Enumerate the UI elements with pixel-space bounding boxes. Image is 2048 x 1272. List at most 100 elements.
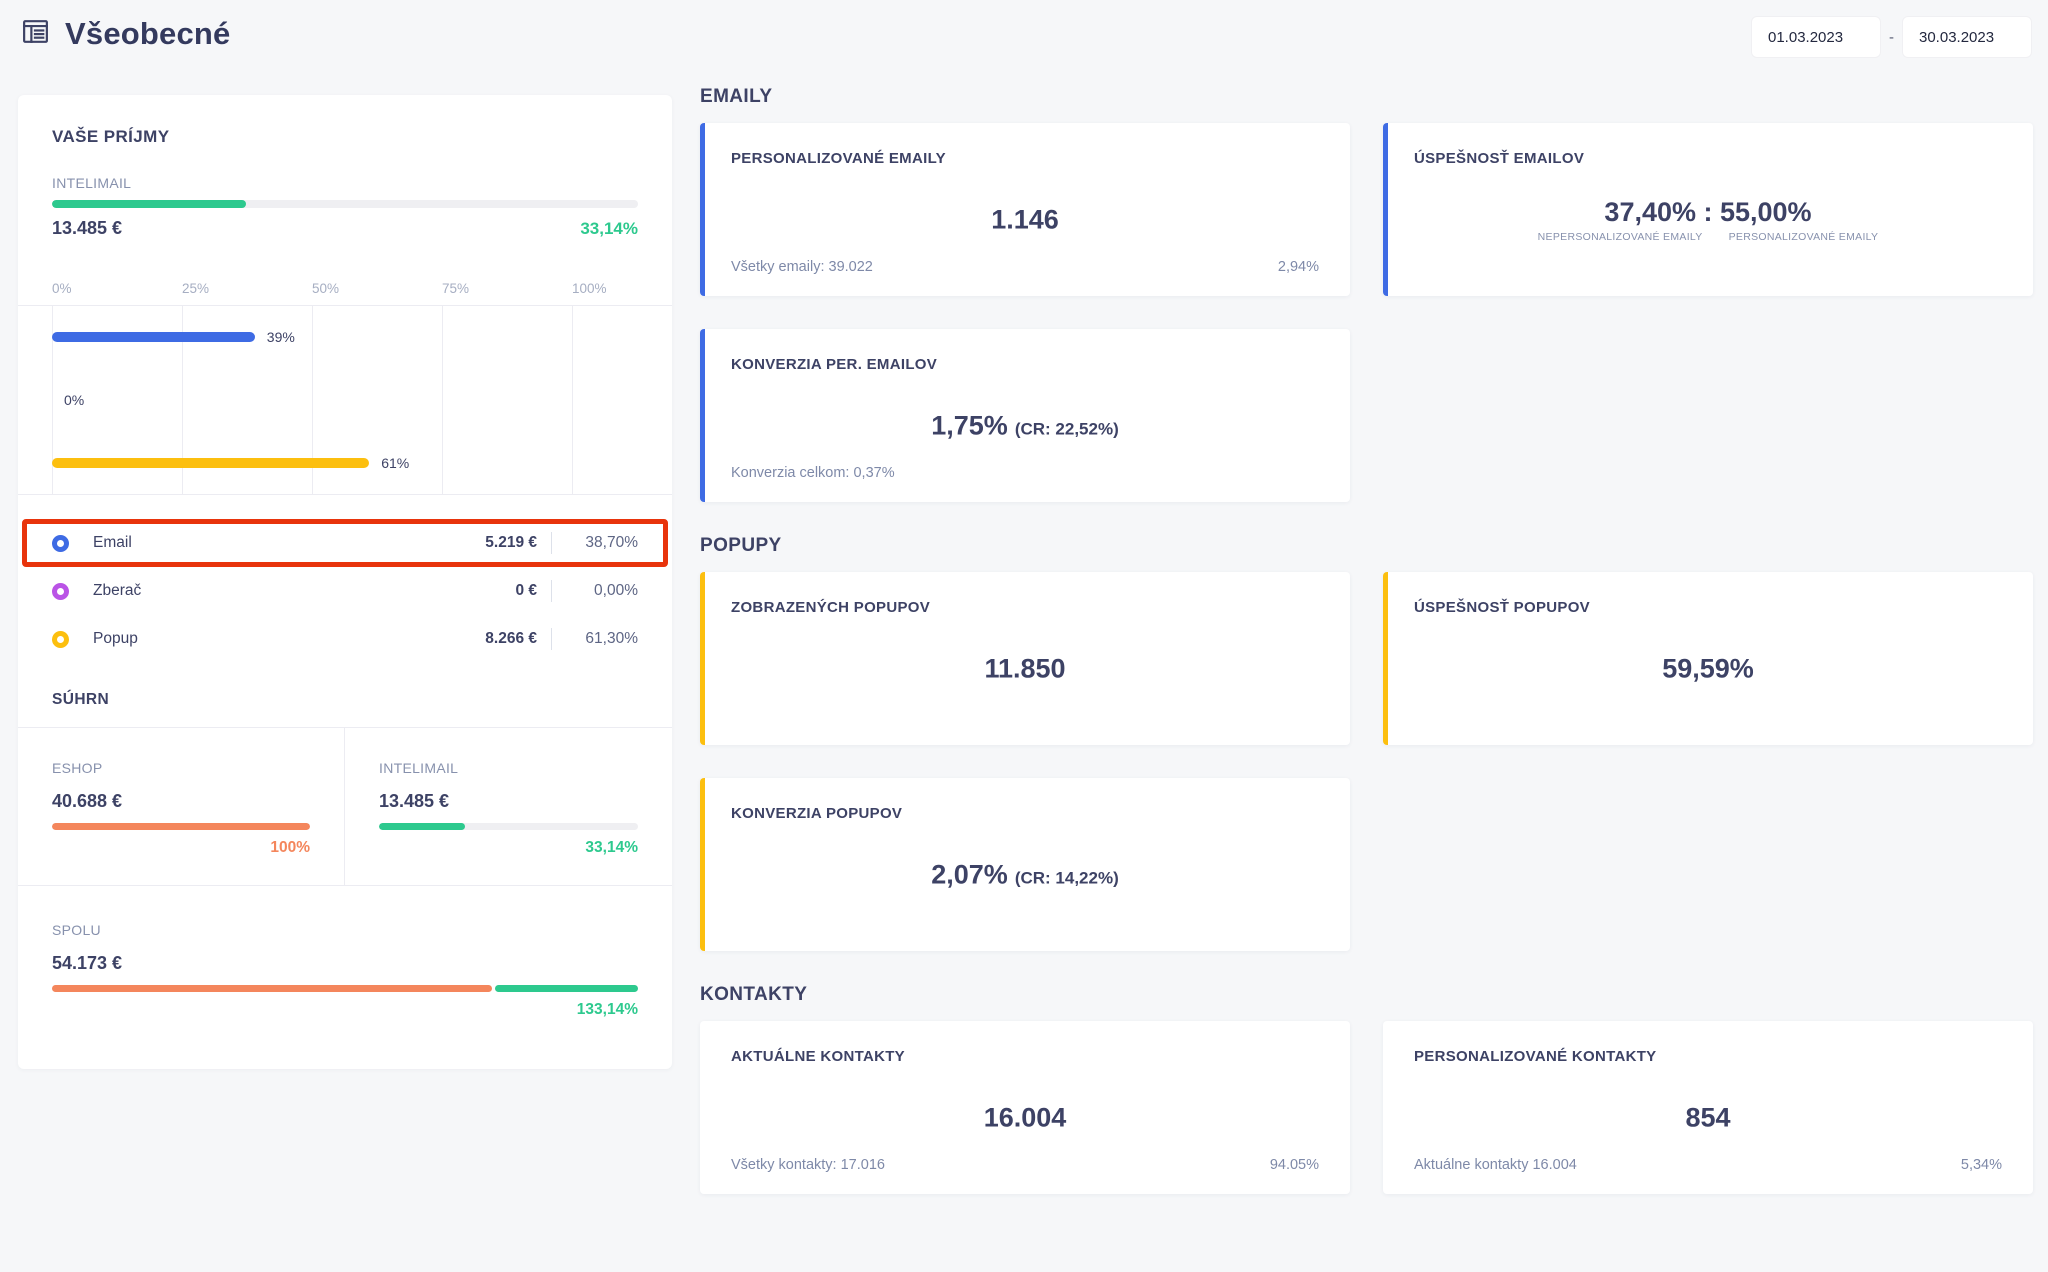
summary-intelimail-value: 13.485 €	[379, 791, 450, 811]
summary-eshop-label: ESHOP	[52, 760, 103, 776]
channels-legend: Email 5.219 € 38,70% Zberač 0 € 0,00% Po…	[18, 519, 672, 663]
card-title: ZOBRAZENÝCH POPUPOV	[731, 599, 931, 616]
legend-percent: 61,30%	[585, 630, 638, 647]
legend-value: 8.266 €	[485, 630, 537, 647]
card-footer-left: Všetky kontakty: 17.016	[731, 1157, 885, 1173]
legend-percent: 0,00%	[594, 582, 638, 599]
card-value: 1,75%	[931, 410, 1008, 441]
intelimail-metric-label: INTELIMAIL	[52, 175, 132, 191]
popup-ring-icon	[52, 630, 69, 648]
highlight-box: Email 5.219 € 38,70%	[22, 519, 668, 567]
card-value: 16.004	[983, 1102, 1067, 1133]
date-to-input[interactable]	[1902, 16, 2032, 58]
report-layout-icon	[20, 16, 51, 52]
axis-tick-25: 25%	[182, 281, 210, 296]
card-accent-bar	[700, 778, 705, 951]
legend-value: 0 €	[515, 582, 537, 599]
legend-row-popup[interactable]: Popup 8.266 € 61,30%	[18, 615, 672, 663]
card-uspesnost-emailov: ÚSPEŠNOSŤ EMAILOV 37,40% : 55,00% NEPERS…	[1383, 123, 2033, 296]
section-title-popupy: POPUPY	[700, 535, 782, 556]
legend-row-email[interactable]: Email 5.219 € 38,70%	[27, 524, 663, 562]
card-value: 854	[1685, 1102, 1731, 1133]
email-bar-row: 39%	[52, 329, 572, 345]
channels-bar-chart: 39% 0% 61%	[18, 305, 672, 495]
date-range-separator: -	[1889, 28, 1894, 46]
zberac-ring-icon	[52, 582, 69, 600]
summary-intelimail-percent: 33,14%	[585, 839, 638, 856]
card-footer-left: Aktuálne kontakty 16.004	[1414, 1157, 1577, 1173]
axis-tick-0: 0%	[52, 281, 72, 296]
popup-bar-row: 61%	[52, 455, 572, 471]
card-value-suffix: (CR: 14,22%)	[1014, 868, 1119, 888]
card-footer-right: 2,94%	[1277, 259, 1319, 275]
card-title: AKTUÁLNE KONTAKTY	[731, 1048, 905, 1065]
axis-tick-75: 75%	[442, 281, 470, 296]
card-sub-label-left: NEPERSONALIZOVANÉ EMAILY	[1537, 230, 1703, 243]
card-title: KONVERZIA PER. EMAILOV	[731, 356, 938, 373]
summary-eshop: ESHOP 40.688 € 100%	[18, 728, 345, 885]
card-title: PERSONALIZOVANÉ KONTAKTY	[1414, 1048, 1657, 1065]
legend-label: Zberač	[93, 582, 142, 599]
gridline	[182, 306, 183, 494]
legend-divider	[551, 532, 552, 554]
summary-total: SPOLU 54.173 € 133,14%	[18, 886, 672, 1063]
chart-x-axis: 0% 25% 50% 75% 100%	[52, 281, 607, 299]
card-konverzia-popupov: KONVERZIA POPUPOV 2,07% (CR: 14,22%)	[700, 778, 1350, 951]
legend-divider	[551, 628, 552, 650]
card-value-suffix: (CR: 22,52%)	[1014, 419, 1119, 439]
popup-bar-label: 61%	[381, 454, 410, 471]
zberac-bar-label: 0%	[64, 391, 85, 408]
card-value: 1.146	[991, 204, 1059, 235]
legend-percent: 38,70%	[585, 534, 638, 551]
stats-area: EMAILY PERSONALIZOVANÉ EMAILY 1.146 Všet…	[700, 86, 2033, 1227]
card-aktualne-kontakty: AKTUÁLNE KONTAKTY 16.004 Všetky kontakty…	[700, 1021, 1350, 1194]
card-accent-bar	[700, 123, 705, 296]
summary-total-value: 54.173 €	[52, 953, 123, 973]
card-title: ÚSPEŠNOSŤ POPUPOV	[1414, 599, 1590, 616]
summary-total-label: SPOLU	[52, 922, 101, 938]
email-bar-label: 39%	[266, 329, 295, 346]
intelimail-metric-percent: 33,14%	[580, 219, 638, 238]
page-header: Všeobecné	[20, 16, 231, 52]
email-ring-icon	[52, 534, 69, 552]
card-footer-right: 94.05%	[1269, 1157, 1319, 1173]
intelimail-progress-fill	[52, 200, 247, 208]
popup-bar	[52, 457, 370, 468]
intelimail-metric-value: 13.485 €	[52, 218, 123, 238]
section-title-kontakty: KONTAKTY	[700, 984, 808, 1005]
card-zobrazenych-popupov: ZOBRAZENÝCH POPUPOV 11.850	[700, 572, 1350, 745]
card-footer-right: 5,34%	[1960, 1157, 2002, 1173]
section-title-emaily: EMAILY	[700, 86, 773, 107]
intelimail-metric: INTELIMAIL 13.485 € 33,14%	[18, 175, 672, 239]
summary-eshop-fill	[52, 823, 310, 830]
summary-columns: ESHOP 40.688 € 100% INTELIMAIL 13.485 € …	[18, 727, 672, 886]
card-personalizovane-emaily: PERSONALIZOVANÉ EMAILY 1.146 Všetky emai…	[700, 123, 1350, 296]
date-from-input[interactable]	[1751, 16, 1881, 58]
card-value: 37,40% : 55,00%	[1604, 196, 1812, 227]
income-panel: VAŠE PRÍJMY INTELIMAIL 13.485 € 33,14% 0…	[18, 95, 672, 1069]
summary-intelimail-fill	[379, 823, 465, 830]
summary-total-bar	[52, 985, 638, 992]
legend-label: Popup	[93, 630, 138, 647]
card-accent-bar	[1383, 123, 1388, 296]
card-accent-bar	[1383, 572, 1388, 745]
summary-eshop-percent: 100%	[270, 839, 310, 856]
page-title: Všeobecné	[65, 16, 231, 51]
gridline	[52, 306, 53, 494]
card-footer-left: Všetky emaily: 39.022	[731, 259, 873, 275]
summary-intelimail: INTELIMAIL 13.485 € 33,14%	[345, 728, 672, 885]
zberac-bar-row: 0%	[52, 392, 572, 408]
axis-tick-50: 50%	[312, 281, 340, 296]
summary-intelimail-label: INTELIMAIL	[379, 760, 459, 776]
intelimail-progress-track	[52, 200, 638, 208]
card-uspesnost-popupov: ÚSPEŠNOSŤ POPUPOV 59,59%	[1383, 572, 2033, 745]
card-value: 2,07%	[931, 859, 1008, 890]
summary-intelimail-track	[379, 823, 638, 830]
card-title: PERSONALIZOVANÉ EMAILY	[731, 150, 946, 167]
legend-row-zberac[interactable]: Zberač 0 € 0,00%	[18, 567, 672, 615]
gridline	[572, 306, 573, 494]
card-accent-bar	[700, 329, 705, 502]
card-sub-label-right: PERSONALIZOVANÉ EMAILY	[1728, 230, 1879, 243]
card-personalizovane-kontakty: PERSONALIZOVANÉ KONTAKTY 854 Aktuálne ko…	[1383, 1021, 2033, 1194]
gridline	[442, 306, 443, 494]
